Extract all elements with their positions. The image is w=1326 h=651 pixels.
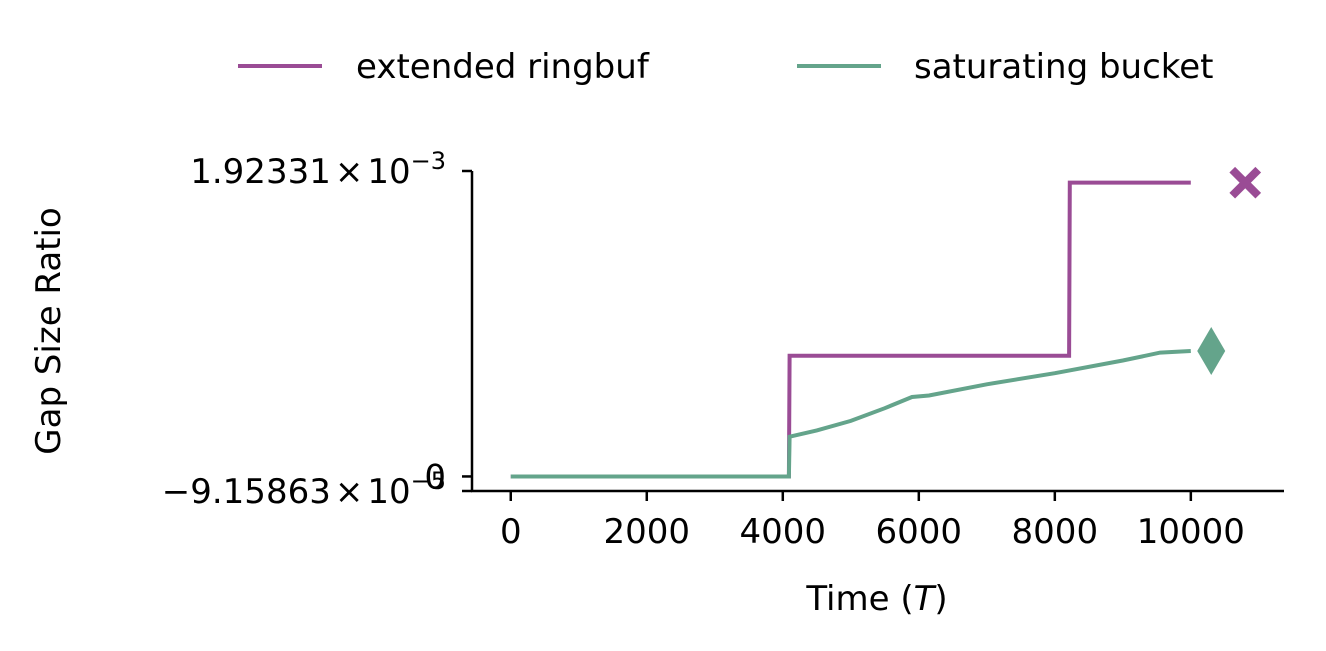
legend-label-extended-ringbuf: extended ringbuf bbox=[356, 47, 650, 87]
y-tick-label-bottom: −9.15863 × 10−5 bbox=[162, 467, 446, 512]
y-tick-label-zero: 0 bbox=[424, 457, 446, 497]
x-tick-label: 4000 bbox=[740, 512, 827, 552]
series-line-extended-ringbuf bbox=[510, 180, 1191, 479]
legend: extended ringbuf saturating bucket bbox=[238, 47, 1214, 87]
x-tick-label: 10000 bbox=[1137, 512, 1245, 552]
x-tick-label: 0 bbox=[500, 512, 522, 552]
y-axis-label: Gap Size Ratio bbox=[29, 207, 69, 454]
x-axis-label: Time (T) bbox=[805, 579, 947, 619]
end-marker-diamond-saturating-bucket bbox=[1197, 326, 1226, 375]
x-tick-label: 2000 bbox=[604, 512, 691, 552]
y-tick-label-top: 1.92331 × 10−3 bbox=[190, 147, 446, 192]
x-tick-label: 6000 bbox=[876, 512, 963, 552]
end-marker-x-extended-ringbuf bbox=[1229, 166, 1262, 199]
legend-label-saturating-bucket: saturating bucket bbox=[914, 47, 1214, 87]
series-line-saturating-bucket bbox=[510, 349, 1191, 479]
x-tick-label: 8000 bbox=[1012, 512, 1099, 552]
